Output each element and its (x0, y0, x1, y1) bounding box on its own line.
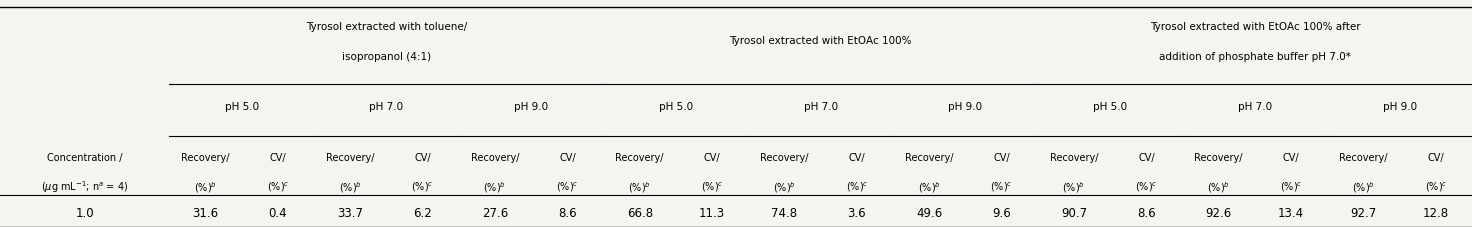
Text: Recovery/: Recovery/ (471, 153, 520, 163)
Text: 13.4: 13.4 (1278, 207, 1304, 220)
Text: CV/: CV/ (1138, 153, 1154, 163)
Text: 6.2: 6.2 (414, 207, 431, 220)
Text: pH 9.0: pH 9.0 (948, 102, 982, 112)
Text: ($\%$)$^b$: ($\%$)$^b$ (194, 180, 216, 195)
Text: CV/: CV/ (848, 153, 866, 163)
Text: Recovery/: Recovery/ (1340, 153, 1388, 163)
Text: 92.7: 92.7 (1350, 207, 1376, 220)
Text: ($\%$)$^b$: ($\%$)$^b$ (1351, 180, 1375, 195)
Text: 27.6: 27.6 (481, 207, 508, 220)
Text: addition of phosphate buffer pH 7.0*: addition of phosphate buffer pH 7.0* (1158, 52, 1351, 62)
Text: CV/: CV/ (1282, 153, 1300, 163)
Text: 31.6: 31.6 (193, 207, 218, 220)
Text: ($\mu$g mL$^{-1}$; n$^a$ = 4): ($\mu$g mL$^{-1}$; n$^a$ = 4) (41, 179, 128, 195)
Text: 33.7: 33.7 (337, 207, 364, 220)
Text: ($\%$)$^b$: ($\%$)$^b$ (629, 180, 651, 195)
Text: 92.6: 92.6 (1206, 207, 1232, 220)
Text: CV/: CV/ (559, 153, 576, 163)
Text: pH 9.0: pH 9.0 (514, 102, 548, 112)
Text: 12.8: 12.8 (1423, 207, 1448, 220)
Text: ($\%$)$^c$: ($\%$)$^c$ (556, 180, 578, 194)
Text: ($\%$)$^c$: ($\%$)$^c$ (411, 180, 434, 194)
Text: ($\%$)$^c$: ($\%$)$^c$ (1425, 180, 1447, 194)
Text: Tyrosol extracted with EtOAc 100%: Tyrosol extracted with EtOAc 100% (730, 36, 911, 46)
Text: ($\%$)$^b$: ($\%$)$^b$ (483, 180, 506, 195)
Text: 8.6: 8.6 (1136, 207, 1156, 220)
Text: isopropanol (4:1): isopropanol (4:1) (342, 52, 431, 62)
Text: 3.6: 3.6 (848, 207, 866, 220)
Text: pH 7.0: pH 7.0 (369, 102, 403, 112)
Text: pH 9.0: pH 9.0 (1382, 102, 1416, 112)
Text: ($\%$)$^c$: ($\%$)$^c$ (845, 180, 868, 194)
Text: 66.8: 66.8 (627, 207, 652, 220)
Text: pH 7.0: pH 7.0 (1238, 102, 1272, 112)
Text: CV/: CV/ (704, 153, 720, 163)
Text: Recovery/: Recovery/ (760, 153, 808, 163)
Text: 11.3: 11.3 (699, 207, 726, 220)
Text: CV/: CV/ (269, 153, 286, 163)
Text: ($\%$)$^b$: ($\%$)$^b$ (917, 180, 941, 195)
Text: CV/: CV/ (414, 153, 431, 163)
Text: ($\%$)$^b$: ($\%$)$^b$ (773, 180, 796, 195)
Text: Tyrosol extracted with toluene/: Tyrosol extracted with toluene/ (306, 22, 467, 32)
Text: 9.6: 9.6 (992, 207, 1011, 220)
Text: Tyrosol extracted with EtOAc 100% after: Tyrosol extracted with EtOAc 100% after (1150, 22, 1360, 32)
Text: 49.6: 49.6 (916, 207, 942, 220)
Text: pH 5.0: pH 5.0 (659, 102, 693, 112)
Text: Recovery/: Recovery/ (905, 153, 954, 163)
Text: Concentration /: Concentration / (47, 153, 122, 163)
Text: ($\%$)$^c$: ($\%$)$^c$ (266, 180, 289, 194)
Text: Recovery/: Recovery/ (615, 153, 664, 163)
Text: ($\%$)$^b$: ($\%$)$^b$ (1063, 180, 1085, 195)
Text: 74.8: 74.8 (771, 207, 798, 220)
Text: pH 7.0: pH 7.0 (804, 102, 838, 112)
Text: 90.7: 90.7 (1061, 207, 1086, 220)
Text: 1.0: 1.0 (75, 207, 94, 220)
Text: CV/: CV/ (994, 153, 1010, 163)
Text: 0.4: 0.4 (268, 207, 287, 220)
Text: ($\%$)$^b$: ($\%$)$^b$ (1207, 180, 1231, 195)
Text: pH 5.0: pH 5.0 (225, 102, 259, 112)
Text: pH 5.0: pH 5.0 (1094, 102, 1128, 112)
Text: Recovery/: Recovery/ (325, 153, 374, 163)
Text: Recovery/: Recovery/ (1194, 153, 1242, 163)
Text: Recovery/: Recovery/ (181, 153, 230, 163)
Text: ($\%$)$^c$: ($\%$)$^c$ (701, 180, 723, 194)
Text: CV/: CV/ (1428, 153, 1444, 163)
Text: ($\%$)$^c$: ($\%$)$^c$ (991, 180, 1013, 194)
Text: Recovery/: Recovery/ (1050, 153, 1098, 163)
Text: ($\%$)$^c$: ($\%$)$^c$ (1135, 180, 1157, 194)
Text: 8.6: 8.6 (558, 207, 577, 220)
Text: ($\%$)$^c$: ($\%$)$^c$ (1279, 180, 1303, 194)
Text: ($\%$)$^b$: ($\%$)$^b$ (339, 180, 362, 195)
